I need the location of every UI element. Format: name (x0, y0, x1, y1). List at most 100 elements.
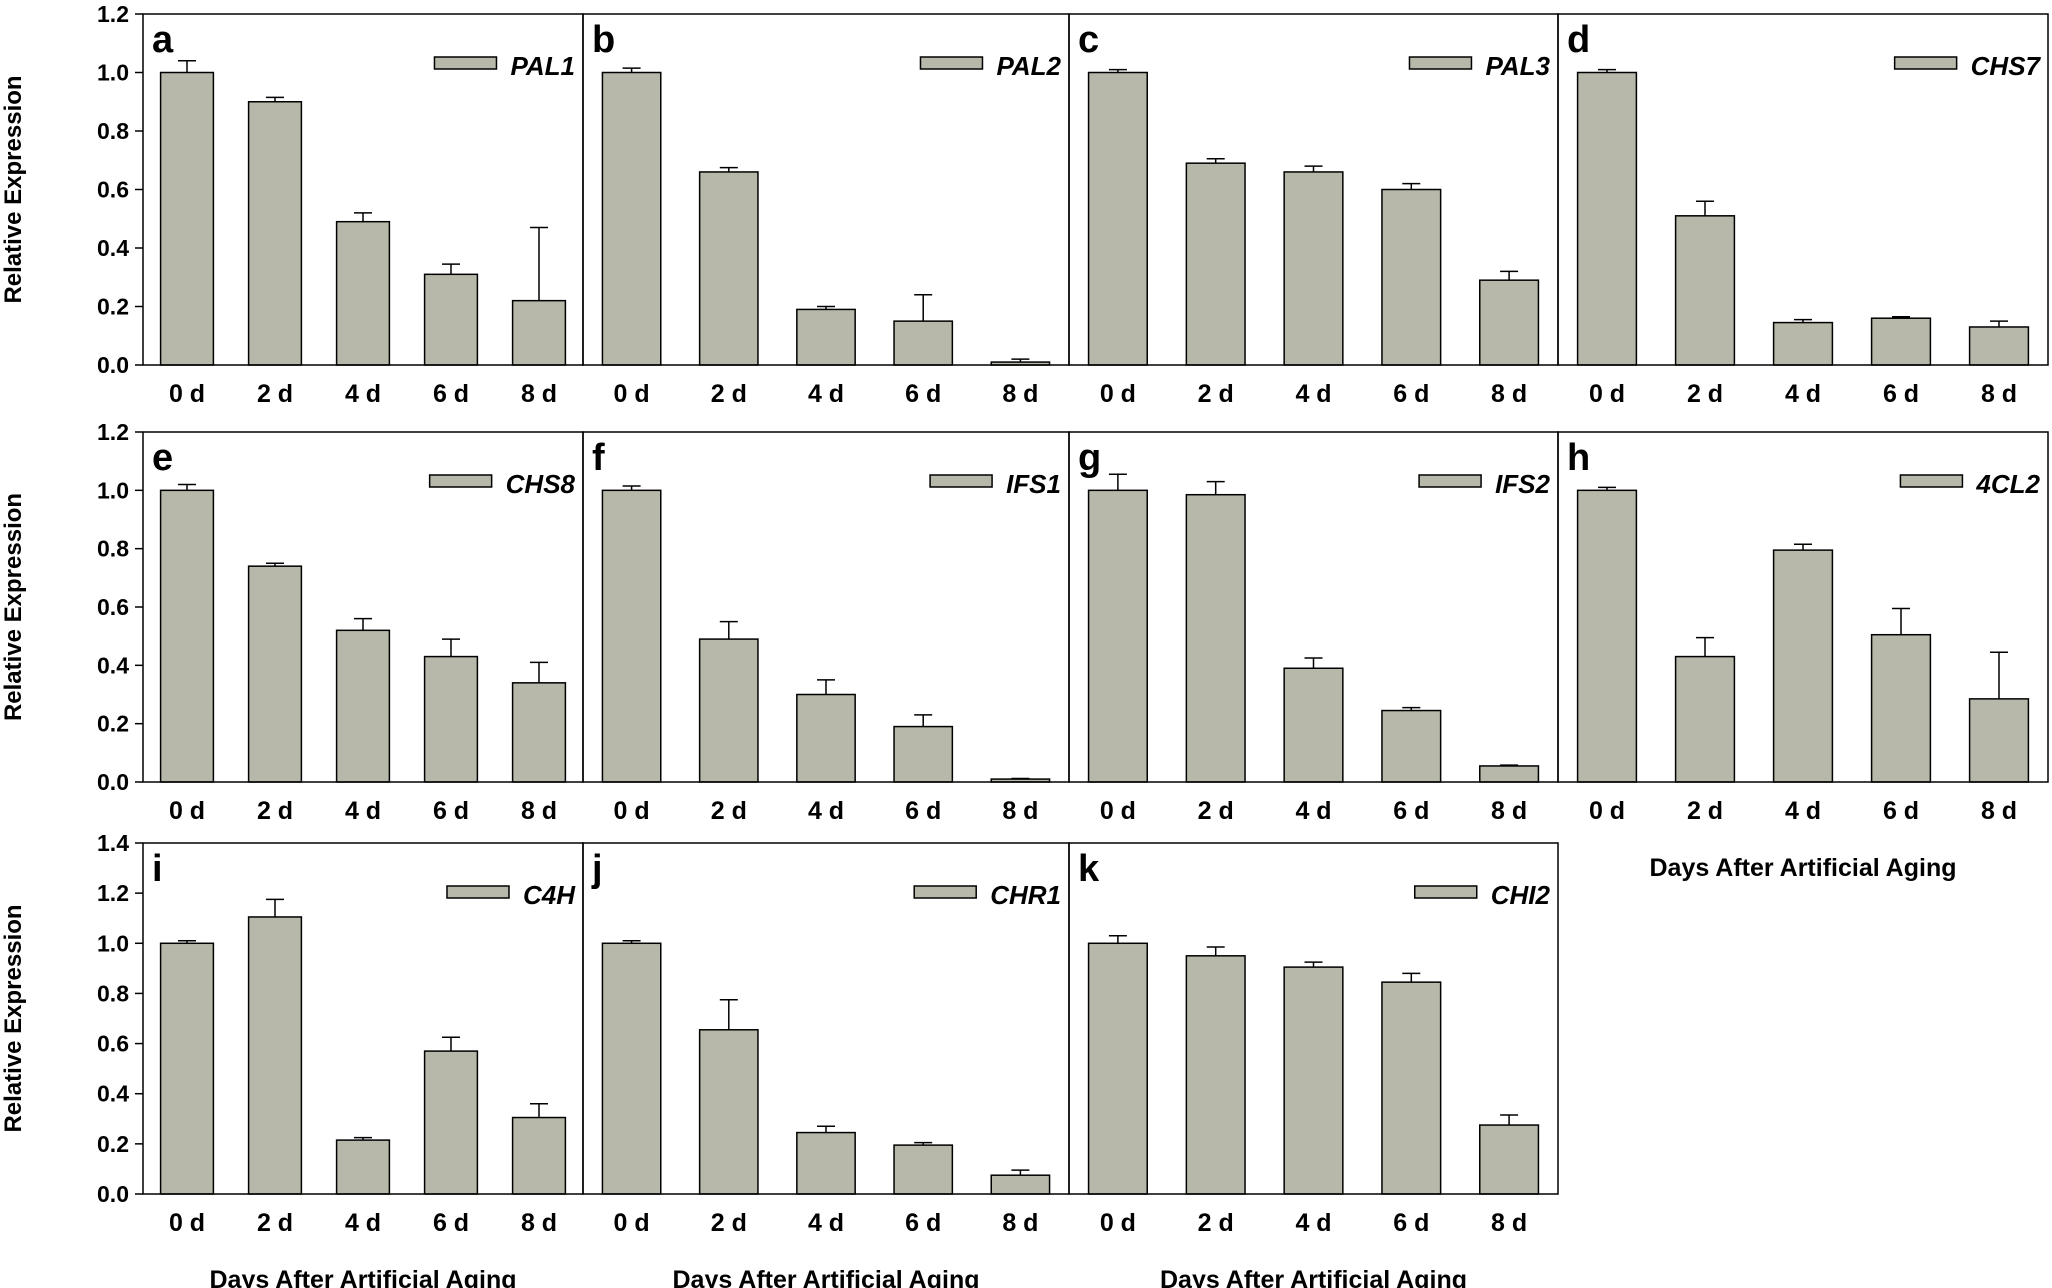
x-tick-label: 8 d (521, 380, 557, 408)
y-tick-label: 0.4 (97, 235, 129, 261)
bar (990, 1174, 1051, 1195)
panel-letter: e (152, 437, 173, 479)
x-tick-label: 4 d (345, 797, 381, 825)
chart-panel-d: 0 d 2 d 4 d 6 d 8 d d CHS7 (1557, 13, 2049, 408)
x-axis-title: Days After Artificial Aging (210, 1266, 517, 1288)
x-tick-label: 4 d (808, 1209, 844, 1237)
y-axis-title: Relative Expression (0, 493, 27, 721)
chart-panel-b: 0 d 2 d 4 d 6 d 8 d b PAL2 (582, 13, 1070, 408)
legend-label: C4H (523, 880, 576, 910)
x-tick-label: 6 d (905, 380, 941, 408)
bar (1576, 71, 1638, 366)
bar (1087, 489, 1148, 783)
y-tick-label: 0.0 (97, 352, 129, 378)
bar (1479, 1124, 1540, 1195)
legend-swatch (913, 885, 977, 899)
x-tick-label: 6 d (433, 380, 469, 408)
x-tick-label: 8 d (1491, 797, 1527, 825)
legend-label: CHS7 (1971, 51, 2042, 81)
panel-letter: k (1078, 848, 1100, 890)
plot-frame (1557, 431, 2049, 783)
y-tick-label: 0.6 (97, 594, 129, 620)
legend-label: PAL1 (510, 51, 575, 81)
y-tick-label: 0.2 (97, 711, 129, 737)
panel-letter: i (152, 848, 163, 890)
y-tick-label: 0.2 (97, 294, 129, 320)
legend-swatch (929, 474, 993, 488)
bar (423, 273, 479, 366)
bar (247, 101, 303, 366)
bar (1674, 215, 1736, 366)
panel-letter: h (1567, 437, 1590, 479)
x-tick-label: 2 d (257, 1209, 293, 1237)
legend-label: CHS8 (506, 469, 576, 499)
bar (698, 1029, 759, 1195)
legend-swatch (433, 56, 498, 70)
legend-label: CHR1 (990, 880, 1061, 910)
y-tick-label: 0.2 (97, 1131, 129, 1157)
plot-frame (1557, 13, 2049, 366)
x-tick-label: 6 d (1393, 380, 1429, 408)
bar (159, 489, 215, 783)
bar (1283, 966, 1344, 1195)
x-tick-label: 0 d (614, 380, 650, 408)
x-tick-label: 6 d (905, 1209, 941, 1237)
chart-panel-j: 0 d 2 d 4 d 6 d 8 d j CHR1 Days After Artificia… (582, 842, 1070, 1288)
x-tick-label: 8 d (1981, 380, 2017, 408)
x-tick-label: 2 d (257, 380, 293, 408)
x-tick-label: 6 d (1883, 380, 1919, 408)
bar (1772, 321, 1834, 366)
legend-label: IFS1 (1006, 469, 1061, 499)
x-tick-label: 6 d (433, 1209, 469, 1237)
x-tick-label: 8 d (521, 1209, 557, 1237)
legend-swatch (1893, 56, 1958, 70)
y-tick-label: 0.8 (97, 980, 129, 1006)
plot-frame (1068, 842, 1559, 1195)
x-tick-label: 6 d (1393, 797, 1429, 825)
bar (1870, 633, 1932, 783)
panel-letter: a (152, 19, 174, 61)
bar (1283, 171, 1344, 366)
panel-letter: f (592, 437, 605, 479)
bar (511, 299, 567, 366)
y-tick-label: 0.4 (97, 1081, 129, 1107)
bar (893, 1144, 954, 1195)
x-tick-label: 4 d (1295, 380, 1331, 408)
chart-panel-f: 0 d 2 d 4 d 6 d 8 d f IFS1 (582, 431, 1070, 825)
bar (335, 629, 391, 783)
y-tick-label: 0.6 (97, 1031, 129, 1057)
x-tick-label: 8 d (1491, 1209, 1527, 1237)
y-tick-label: 1.0 (97, 477, 129, 503)
x-tick-label: 0 d (1100, 1209, 1136, 1237)
y-tick-label: 1.2 (97, 880, 129, 906)
x-tick-label: 4 d (345, 380, 381, 408)
y-tick-label: 0.8 (97, 118, 129, 144)
bar (335, 1139, 391, 1195)
bar (1185, 162, 1246, 366)
bar (1968, 326, 2030, 366)
x-tick-label: 8 d (1002, 797, 1038, 825)
bar (601, 71, 662, 366)
bar (1381, 981, 1442, 1195)
chart-panel-g: 0 d 2 d 4 d 6 d 8 d g IFS2 (1068, 431, 1559, 825)
bar (423, 1050, 479, 1195)
bar (511, 682, 567, 783)
y-tick-label: 1.4 (97, 830, 129, 856)
bar (1479, 765, 1540, 783)
bar (1087, 71, 1148, 366)
bar (1968, 698, 2030, 783)
x-tick-label: 8 d (1981, 797, 2017, 825)
bar (1674, 655, 1736, 783)
chart-panel-a: 0.0 0.2 0.4 0.6 0.8 1.0 1.2 Relative Expression… (0, 1, 584, 408)
panel-letter: d (1567, 19, 1590, 61)
x-tick-label: 4 d (1295, 797, 1331, 825)
legend-label: 4CL2 (1975, 469, 2040, 499)
bar (893, 725, 954, 783)
x-tick-label: 8 d (1491, 380, 1527, 408)
y-tick-label: 0.0 (97, 1181, 129, 1207)
legend-label: CHI2 (1491, 880, 1551, 910)
x-tick-label: 4 d (1295, 1209, 1331, 1237)
y-tick-label: 1.0 (97, 930, 129, 956)
x-axis-title: Days After Artificial Aging (1160, 1266, 1467, 1288)
